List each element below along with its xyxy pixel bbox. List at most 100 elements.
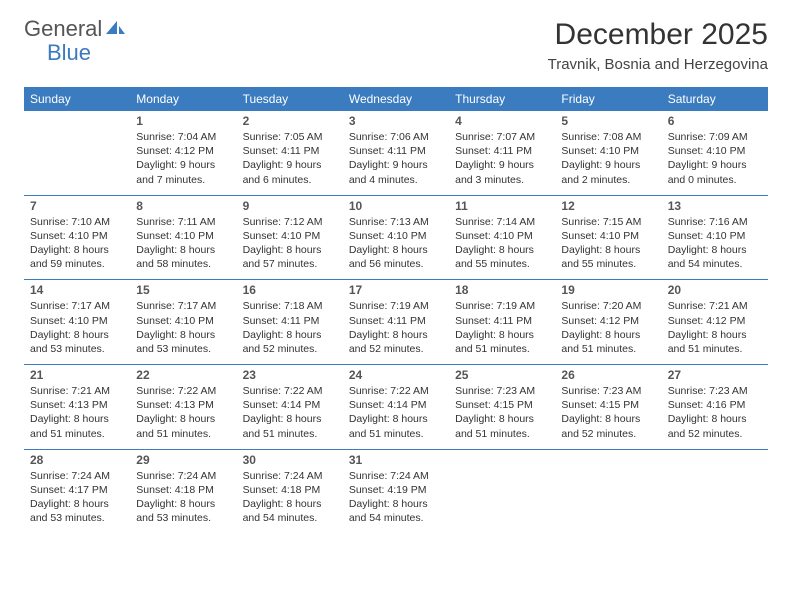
day-info: Sunrise: 7:22 AMSunset: 4:14 PMDaylight:… bbox=[243, 384, 337, 441]
location-text: Travnik, Bosnia and Herzegovina bbox=[548, 56, 768, 73]
day-number: 6 bbox=[668, 114, 762, 128]
calendar-header-row: SundayMondayTuesdayWednesdayThursdayFrid… bbox=[24, 87, 768, 111]
logo: General bbox=[24, 18, 126, 40]
day-info: Sunrise: 7:24 AMSunset: 4:18 PMDaylight:… bbox=[136, 469, 230, 526]
day-info: Sunrise: 7:05 AMSunset: 4:11 PMDaylight:… bbox=[243, 130, 337, 187]
day-number: 17 bbox=[349, 283, 443, 297]
month-title: December 2025 bbox=[548, 18, 768, 52]
calendar-cell: 31 Sunrise: 7:24 AMSunset: 4:19 PMDayligh… bbox=[343, 449, 449, 533]
calendar-cell: 8 Sunrise: 7:11 AMSunset: 4:10 PMDaylight… bbox=[130, 195, 236, 280]
day-number: 25 bbox=[455, 368, 549, 382]
calendar-cell: 26 Sunrise: 7:23 AMSunset: 4:15 PMDayligh… bbox=[555, 365, 661, 450]
day-info: Sunrise: 7:10 AMSunset: 4:10 PMDaylight:… bbox=[30, 215, 124, 272]
calendar-cell: 21Sunrise: 7:21 AMSunset: 4:13 PMDayligh… bbox=[24, 365, 130, 450]
day-number: 3 bbox=[349, 114, 443, 128]
day-info: Sunrise: 7:22 AMSunset: 4:13 PMDaylight:… bbox=[136, 384, 230, 441]
weekday-header: Thursday bbox=[449, 87, 555, 111]
day-number: 30 bbox=[243, 453, 337, 467]
day-info: Sunrise: 7:13 AMSunset: 4:10 PMDaylight:… bbox=[349, 215, 443, 272]
calendar-cell: 1Sunrise: 7:04 AMSunset: 4:12 PMDaylight… bbox=[130, 111, 236, 195]
calendar-cell: 17 Sunrise: 7:19 AMSunset: 4:11 PMDayligh… bbox=[343, 280, 449, 365]
day-number: 23 bbox=[243, 368, 337, 382]
day-number: 14 bbox=[30, 283, 124, 297]
calendar-cell: 7 Sunrise: 7:10 AMSunset: 4:10 PMDaylight… bbox=[24, 195, 130, 280]
calendar-cell: 27 Sunrise: 7:23 AMSunset: 4:16 PMDayligh… bbox=[662, 365, 768, 450]
day-number: 20 bbox=[668, 283, 762, 297]
logo-sail-icon bbox=[106, 18, 126, 40]
calendar-cell bbox=[555, 449, 661, 533]
day-info: Sunrise: 7:23 AMSunset: 4:15 PMDaylight:… bbox=[561, 384, 655, 441]
calendar-cell: 11Sunrise: 7:14 AMSunset: 4:10 PMDayligh… bbox=[449, 195, 555, 280]
day-number: 26 bbox=[561, 368, 655, 382]
day-info: Sunrise: 7:17 AMSunset: 4:10 PMDaylight:… bbox=[136, 299, 230, 356]
day-info: Sunrise: 7:19 AMSunset: 4:11 PMDaylight:… bbox=[349, 299, 443, 356]
calendar-cell: 14 Sunrise: 7:17 AMSunset: 4:10 PMDayligh… bbox=[24, 280, 130, 365]
calendar-cell: 10 Sunrise: 7:13 AMSunset: 4:10 PMDayligh… bbox=[343, 195, 449, 280]
day-number: 4 bbox=[455, 114, 549, 128]
day-info: Sunrise: 7:21 AMSunset: 4:13 PMDaylight:… bbox=[30, 384, 124, 441]
calendar-cell: 13Sunrise: 7:16 AMSunset: 4:10 PMDayligh… bbox=[662, 195, 768, 280]
day-info: Sunrise: 7:14 AMSunset: 4:10 PMDaylight:… bbox=[455, 215, 549, 272]
day-number: 18 bbox=[455, 283, 549, 297]
logo-text-blue: Blue bbox=[47, 40, 91, 66]
day-info: Sunrise: 7:24 AMSunset: 4:17 PMDaylight:… bbox=[30, 469, 124, 526]
calendar-cell: 3Sunrise: 7:06 AMSunset: 4:11 PMDaylight… bbox=[343, 111, 449, 195]
weekday-header: Friday bbox=[555, 87, 661, 111]
day-number: 15 bbox=[136, 283, 230, 297]
day-info: Sunrise: 7:18 AMSunset: 4:11 PMDaylight:… bbox=[243, 299, 337, 356]
day-info: Sunrise: 7:16 AMSunset: 4:10 PMDaylight:… bbox=[668, 215, 762, 272]
weekday-header: Sunday bbox=[24, 87, 130, 111]
calendar-table: SundayMondayTuesdayWednesdayThursdayFrid… bbox=[24, 87, 768, 533]
page-header: General December 2025 Travnik, Bosnia an… bbox=[24, 18, 768, 73]
calendar-cell: 24 Sunrise: 7:22 AMSunset: 4:14 PMDayligh… bbox=[343, 365, 449, 450]
calendar-row: 7 Sunrise: 7:10 AMSunset: 4:10 PMDaylight… bbox=[24, 195, 768, 280]
day-info: Sunrise: 7:15 AMSunset: 4:10 PMDaylight:… bbox=[561, 215, 655, 272]
day-number: 8 bbox=[136, 199, 230, 213]
weekday-header: Tuesday bbox=[237, 87, 343, 111]
day-info: Sunrise: 7:24 AMSunset: 4:18 PMDaylight:… bbox=[243, 469, 337, 526]
calendar-row: 28 Sunrise: 7:24 AMSunset: 4:17 PMDayligh… bbox=[24, 449, 768, 533]
day-number: 31 bbox=[349, 453, 443, 467]
day-info: Sunrise: 7:17 AMSunset: 4:10 PMDaylight:… bbox=[30, 299, 124, 356]
calendar-cell bbox=[449, 449, 555, 533]
day-info: Sunrise: 7:22 AMSunset: 4:14 PMDaylight:… bbox=[349, 384, 443, 441]
day-number: 27 bbox=[668, 368, 762, 382]
day-number: 7 bbox=[30, 199, 124, 213]
day-number: 29 bbox=[136, 453, 230, 467]
logo-text-general: General bbox=[24, 18, 102, 40]
day-info: Sunrise: 7:04 AMSunset: 4:12 PMDaylight:… bbox=[136, 130, 230, 187]
calendar-cell: 4Sunrise: 7:07 AMSunset: 4:11 PMDaylight… bbox=[449, 111, 555, 195]
calendar-cell: 5Sunrise: 7:08 AMSunset: 4:10 PMDaylight… bbox=[555, 111, 661, 195]
calendar-row: 21Sunrise: 7:21 AMSunset: 4:13 PMDayligh… bbox=[24, 365, 768, 450]
calendar-cell: 22Sunrise: 7:22 AMSunset: 4:13 PMDayligh… bbox=[130, 365, 236, 450]
day-number: 2 bbox=[243, 114, 337, 128]
day-number: 10 bbox=[349, 199, 443, 213]
weekday-header: Saturday bbox=[662, 87, 768, 111]
calendar-cell: 20 Sunrise: 7:21 AMSunset: 4:12 PMDayligh… bbox=[662, 280, 768, 365]
weekday-header: Wednesday bbox=[343, 87, 449, 111]
day-info: Sunrise: 7:12 AMSunset: 4:10 PMDaylight:… bbox=[243, 215, 337, 272]
day-info: Sunrise: 7:23 AMSunset: 4:15 PMDaylight:… bbox=[455, 384, 549, 441]
calendar-cell: 16 Sunrise: 7:18 AMSunset: 4:11 PMDayligh… bbox=[237, 280, 343, 365]
calendar-body: 1Sunrise: 7:04 AMSunset: 4:12 PMDaylight… bbox=[24, 111, 768, 533]
calendar-cell bbox=[24, 111, 130, 195]
calendar-cell: 6 Sunrise: 7:09 AMSunset: 4:10 PMDaylight… bbox=[662, 111, 768, 195]
day-info: Sunrise: 7:11 AMSunset: 4:10 PMDaylight:… bbox=[136, 215, 230, 272]
calendar-cell: 12 Sunrise: 7:15 AMSunset: 4:10 PMDayligh… bbox=[555, 195, 661, 280]
day-info: Sunrise: 7:23 AMSunset: 4:16 PMDaylight:… bbox=[668, 384, 762, 441]
calendar-cell: 23 Sunrise: 7:22 AMSunset: 4:14 PMDayligh… bbox=[237, 365, 343, 450]
day-number: 24 bbox=[349, 368, 443, 382]
weekday-header: Monday bbox=[130, 87, 236, 111]
day-info: Sunrise: 7:21 AMSunset: 4:12 PMDaylight:… bbox=[668, 299, 762, 356]
calendar-cell: 15 Sunrise: 7:17 AMSunset: 4:10 PMDayligh… bbox=[130, 280, 236, 365]
calendar-cell: 29 Sunrise: 7:24 AMSunset: 4:18 PMDayligh… bbox=[130, 449, 236, 533]
title-block: December 2025 Travnik, Bosnia and Herzeg… bbox=[548, 18, 768, 73]
calendar-row: 14 Sunrise: 7:17 AMSunset: 4:10 PMDayligh… bbox=[24, 280, 768, 365]
day-info: Sunrise: 7:24 AMSunset: 4:19 PMDaylight:… bbox=[349, 469, 443, 526]
day-number: 28 bbox=[30, 453, 124, 467]
day-number: 12 bbox=[561, 199, 655, 213]
day-number: 16 bbox=[243, 283, 337, 297]
calendar-cell: 9Sunrise: 7:12 AMSunset: 4:10 PMDaylight… bbox=[237, 195, 343, 280]
day-info: Sunrise: 7:09 AMSunset: 4:10 PMDaylight:… bbox=[668, 130, 762, 187]
calendar-cell: 18Sunrise: 7:19 AMSunset: 4:11 PMDayligh… bbox=[449, 280, 555, 365]
